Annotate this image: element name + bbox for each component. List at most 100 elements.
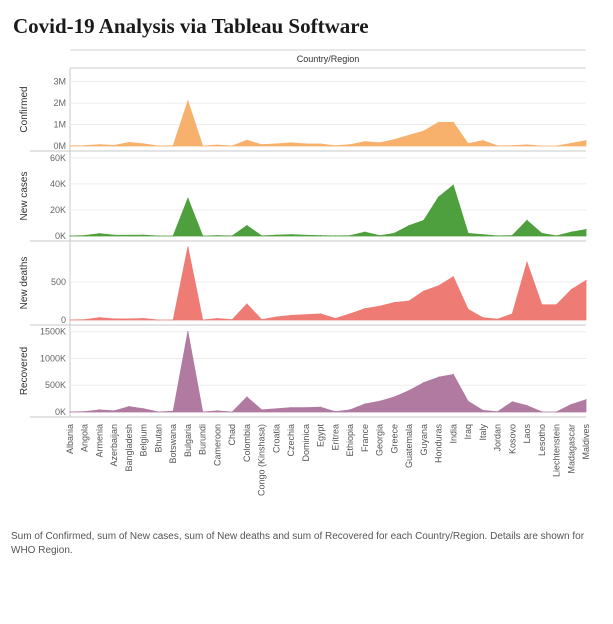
x-tick-label: Ethiopia — [345, 424, 355, 457]
data-point — [202, 145, 204, 147]
data-point — [452, 121, 454, 123]
column-header: Country/Region — [297, 54, 360, 64]
x-tick-label: Dominica — [301, 424, 311, 462]
data-point — [496, 145, 499, 147]
data-point — [98, 233, 101, 235]
data-point — [570, 403, 572, 406]
data-point — [496, 411, 499, 413]
x-tick-label: Iraq — [463, 424, 473, 440]
x-tick-label: Colombia — [242, 424, 252, 462]
data-point — [585, 140, 587, 142]
data-point — [334, 411, 336, 413]
data-point — [202, 319, 204, 321]
data-point — [157, 145, 160, 147]
data-point — [84, 411, 86, 413]
data-point — [275, 316, 277, 318]
data-point — [482, 409, 484, 411]
x-tick-label: Bhutan — [154, 424, 164, 453]
data-point — [496, 235, 499, 237]
data-point — [585, 399, 587, 401]
data-point — [172, 410, 174, 412]
y-axis-title: Recovered — [19, 347, 30, 395]
y-tick-label: 1500K — [40, 327, 66, 337]
data-point — [555, 304, 558, 306]
data-point — [511, 313, 513, 315]
data-point — [157, 235, 160, 237]
x-tick-label: Congo (Kinshasa) — [257, 424, 267, 496]
x-tick-label: Angola — [80, 424, 90, 452]
data-point — [69, 411, 71, 413]
data-point — [349, 409, 351, 411]
x-tick-label: Guatemala — [404, 424, 414, 468]
data-point — [379, 142, 381, 144]
data-point — [482, 140, 484, 142]
data-point — [320, 235, 322, 237]
data-point — [172, 319, 174, 321]
x-tick-label: Bulgaria — [183, 424, 193, 457]
data-point — [334, 145, 336, 147]
data-point — [423, 290, 425, 292]
data-point — [275, 234, 277, 236]
data-point — [379, 305, 381, 307]
data-point — [555, 235, 558, 237]
y-tick-label: 1M — [53, 120, 66, 130]
x-tick-label: Czechia — [286, 424, 296, 457]
data-point — [290, 142, 292, 144]
data-point — [511, 145, 513, 147]
x-tick-label: Cameroon — [212, 424, 222, 466]
y-tick-label: 1000K — [40, 353, 66, 363]
data-point — [84, 319, 86, 321]
data-point — [438, 285, 440, 287]
data-point — [393, 301, 395, 304]
data-point — [511, 401, 513, 403]
data-point — [157, 319, 160, 321]
x-tick-label: Laos — [522, 424, 532, 444]
data-point — [438, 121, 440, 123]
x-tick-label: Liechtenstein — [552, 424, 562, 477]
data-point — [526, 219, 528, 221]
data-point — [261, 409, 263, 411]
data-point — [216, 144, 218, 146]
data-point — [261, 319, 263, 321]
data-point — [246, 139, 248, 141]
data-point — [364, 308, 366, 310]
y-tick-label: 60K — [50, 153, 66, 163]
data-point — [364, 231, 366, 233]
data-point — [379, 235, 381, 237]
data-point — [84, 234, 86, 237]
data-point — [585, 279, 587, 282]
data-point — [202, 411, 204, 413]
data-point — [541, 232, 543, 234]
data-point — [143, 143, 145, 145]
data-point — [334, 235, 336, 237]
data-point — [452, 373, 454, 376]
x-tick-label: France — [360, 424, 370, 452]
data-point — [187, 197, 189, 199]
data-point — [349, 235, 351, 237]
x-tick-label: Georgia — [375, 424, 385, 456]
data-point — [467, 308, 469, 310]
y-tick-label: 0K — [55, 231, 66, 241]
data-point — [98, 409, 101, 411]
data-point — [187, 246, 189, 248]
area-new-deaths — [69, 246, 587, 321]
data-point — [69, 319, 71, 321]
data-point — [261, 144, 263, 146]
x-tick-label: Eritrea — [330, 424, 340, 451]
data-point — [98, 317, 101, 319]
data-point — [511, 234, 513, 237]
x-tick-label: Armenia — [95, 424, 105, 458]
data-point — [261, 235, 263, 237]
data-point — [113, 234, 115, 236]
y-tick-label: 3M — [53, 77, 66, 87]
data-point — [231, 145, 233, 147]
data-point — [467, 143, 469, 145]
data-point — [275, 408, 277, 410]
data-point — [246, 303, 248, 305]
data-point — [570, 142, 572, 144]
data-point — [349, 144, 351, 146]
x-tick-label: Croatia — [271, 424, 281, 453]
data-point — [128, 318, 130, 320]
data-point — [438, 196, 440, 198]
data-point — [187, 331, 189, 333]
